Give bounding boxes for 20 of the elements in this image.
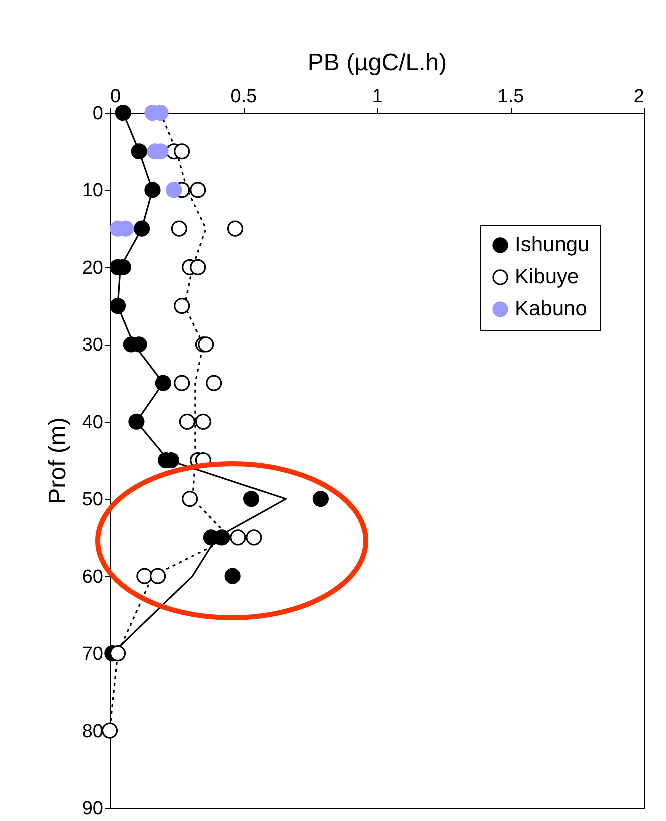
y-tick-label: 50 <box>82 490 104 511</box>
legend-label: Kibuye <box>515 266 580 288</box>
y-tick-label: 10 <box>82 180 104 202</box>
x-tick-label: 1.5 <box>498 86 524 108</box>
y-tick-label: 40 <box>82 412 104 434</box>
y-tick-label: 80 <box>82 721 104 742</box>
x-tick-label: 0.5 <box>230 86 258 108</box>
y-tick-label: 20 <box>82 258 104 279</box>
y-tick-label: 0 <box>92 104 104 124</box>
y-axis-title: Prof (m) <box>44 418 72 504</box>
y-tick-label: 60 <box>82 566 104 588</box>
x-tick-label: 1 <box>372 86 383 108</box>
legend-label: Ishungu <box>515 234 590 256</box>
y-tick-label: 90 <box>82 798 104 820</box>
y-tick-label: 70 <box>82 644 104 666</box>
x-tick-label: 2 <box>634 86 644 108</box>
x-axis-title: PB (µgC/L.h) <box>308 50 448 76</box>
x-tick-label: 0 <box>110 86 122 108</box>
y-tick-label: 30 <box>82 335 104 356</box>
legend-label: Kabuno <box>515 298 588 320</box>
